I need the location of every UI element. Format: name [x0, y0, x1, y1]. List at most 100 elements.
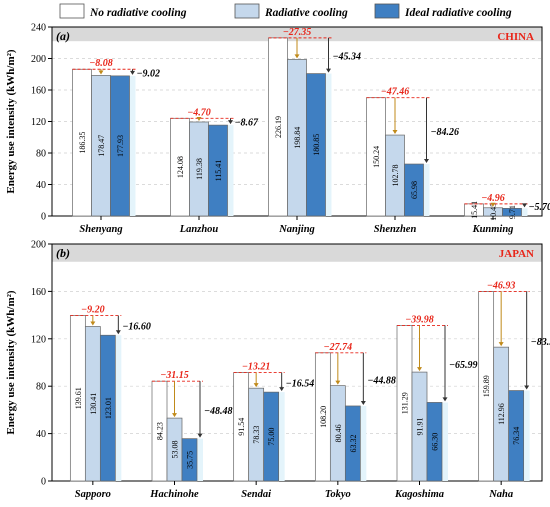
ideal-diff-arrowhead	[424, 159, 429, 164]
y-tick-label: 120	[31, 117, 46, 128]
bar-ideal	[306, 73, 326, 217]
y-tick-label: 40	[36, 429, 46, 440]
legend-label-radiative: Radiative cooling	[264, 7, 348, 19]
value-label: 159.89	[482, 375, 491, 397]
y-tick-label: 80	[36, 149, 46, 160]
y-tick-label: 240	[31, 23, 46, 34]
y-axis-label: Energy use intensity (kWh/m²)	[5, 290, 17, 435]
ideal-diff-label: −48.48	[204, 406, 233, 417]
bar-shadow	[197, 438, 203, 481]
radiative-diff-label: −31.15	[160, 370, 189, 381]
bar-ideal	[263, 391, 280, 482]
ideal-diff-arrowhead	[360, 400, 366, 405]
bar-ideal	[502, 208, 522, 217]
radiative-diff-arrowhead	[253, 383, 259, 388]
value-label: 53.08	[171, 441, 180, 459]
value-label: 115.41	[214, 160, 223, 182]
value-label: 35.75	[186, 451, 195, 469]
ideal-diff-arrowhead	[442, 397, 448, 402]
bar-ideal	[508, 390, 525, 482]
value-label: 119.38	[195, 158, 204, 180]
region-label: CHINA	[497, 31, 534, 43]
legend-swatch-radiative	[234, 3, 260, 19]
value-label: 180.85	[312, 134, 321, 156]
value-label: 108.20	[319, 406, 328, 428]
value-label: 78.33	[252, 426, 261, 444]
ideal-diff-arrowhead	[524, 385, 530, 390]
ideal-diff-label: −44.88	[367, 375, 396, 386]
radiative-diff-arrowhead	[172, 413, 177, 418]
bar-shadow	[129, 75, 136, 216]
panel-label: (a)	[56, 29, 70, 43]
bar-shadow	[115, 335, 122, 481]
y-tick-label: 40	[36, 180, 46, 191]
ideal-diff-arrowhead	[228, 120, 233, 125]
radiative-diff-label: −4.70	[187, 107, 211, 118]
value-label: 177.93	[116, 135, 125, 157]
radiative-diff-label: −4.96	[481, 193, 505, 204]
bar-ideal	[404, 163, 424, 217]
radiative-diff-arrowhead	[98, 70, 104, 75]
ideal-diff-label: −84.26	[431, 127, 460, 138]
ideal-diff-label: −16.54	[286, 378, 315, 389]
ideal-diff-label: −5.70	[529, 202, 550, 213]
category-label: Kagoshima	[394, 489, 444, 500]
bar-shadow	[442, 402, 448, 481]
y-tick-label: 200	[31, 54, 46, 65]
value-label: 80.46	[334, 424, 343, 442]
radiative-diff-label: −8.08	[89, 58, 113, 69]
value-label: 178.47	[97, 135, 106, 157]
value-label: 91.54	[237, 418, 246, 436]
category-label: Sendai	[241, 489, 271, 500]
radiative-diff-label: −27.35	[283, 27, 312, 38]
radiative-diff-label: −39.98	[405, 314, 434, 325]
value-label: 102.78	[391, 165, 400, 187]
chart-panels: CHINA (a) 0 40 80 120 160 200 240 Energy use inte…	[5, 23, 550, 501]
category-label: Shenzhen	[374, 224, 417, 235]
ideal-diff-arrowhead	[130, 70, 135, 75]
radiative-diff-arrowhead	[90, 321, 96, 326]
radiative-diff-arrowhead	[417, 367, 422, 372]
value-label: 130.41	[89, 393, 98, 415]
ideal-diff-label: −8.67	[235, 118, 260, 129]
radiative-diff-arrowhead	[294, 54, 300, 59]
category-label: Hachinohe	[149, 489, 199, 500]
value-label: 76.34	[512, 427, 521, 445]
value-label: 65.98	[410, 181, 419, 199]
value-label: 66.30	[431, 433, 440, 451]
value-label: 226.19	[274, 116, 283, 138]
bar-ideal	[344, 405, 361, 482]
value-label: 10.45	[489, 203, 498, 221]
ideal-diff-arrowhead	[326, 68, 331, 73]
plot-frame	[51, 243, 543, 482]
panel-a: CHINA (a) 0 40 80 120 160 200 240 Energy use inte…	[5, 23, 550, 236]
value-label: 15.41	[470, 201, 479, 219]
y-axis-label: Energy use intensity (kWh/m²)	[5, 49, 17, 194]
radiative-diff-label: −27.74	[324, 342, 353, 353]
category-label: Kunming	[472, 224, 514, 235]
value-label: 112.96	[497, 403, 506, 425]
radiative-diff-label: −46.93	[487, 281, 516, 292]
ideal-diff-arrowhead	[197, 433, 203, 438]
radiative-diff-arrowhead	[335, 380, 341, 385]
radiative-diff-arrowhead	[498, 342, 504, 347]
bar-shadow	[325, 73, 332, 216]
value-label: 84.23	[156, 422, 165, 440]
y-tick-label: 160	[31, 86, 46, 97]
value-label: 63.32	[349, 434, 358, 452]
ideal-diff-label: −9.02	[137, 69, 161, 80]
bar-ideal	[208, 124, 228, 217]
bar-shadow	[423, 164, 430, 216]
region-banner	[52, 27, 542, 42]
bar-ideal	[99, 334, 116, 482]
region-banner	[52, 244, 542, 262]
legend-label-ideal: Ideal radiative cooling	[404, 7, 512, 19]
category-label: Naha	[488, 489, 513, 500]
bar-shadow	[523, 390, 530, 481]
bar-ideal	[426, 402, 443, 482]
value-label: 150.24	[372, 146, 381, 168]
value-label: 9.71	[508, 205, 517, 219]
category-label: Shenyang	[79, 224, 122, 235]
y-tick-label: 120	[31, 334, 46, 345]
